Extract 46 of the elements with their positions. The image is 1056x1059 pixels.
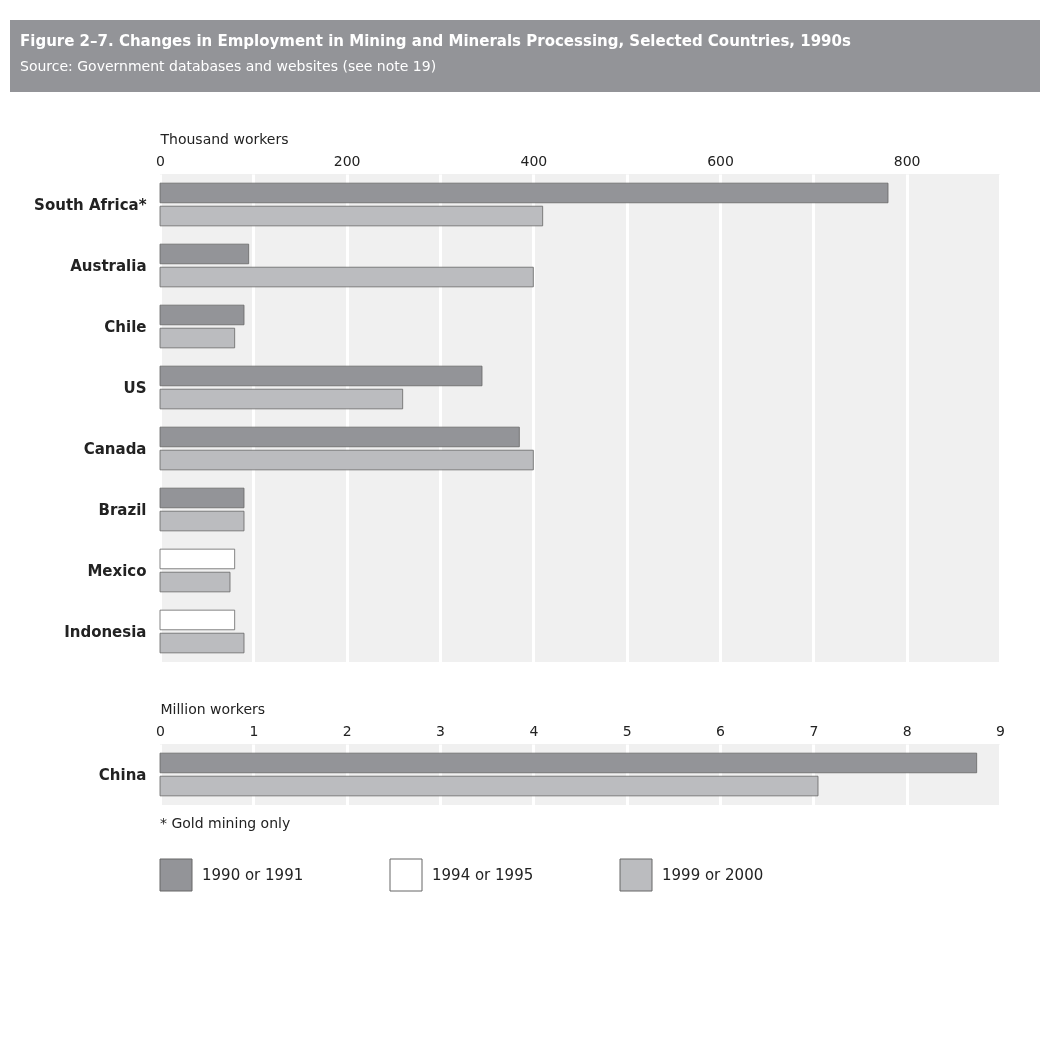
y-tick-label: China [98, 765, 147, 784]
y-tick-label: Brazil [98, 500, 147, 519]
bar [159, 205, 544, 227]
x-tick-label: 0 [156, 152, 165, 169]
bar [159, 571, 231, 593]
y-tick-label: Indonesia [64, 622, 147, 641]
y-tick-label: Mexico [87, 561, 147, 580]
x-axis-title: Thousand workers [159, 130, 289, 147]
bar [159, 510, 245, 532]
bar [159, 449, 534, 471]
x-tick-label: 6 [716, 722, 726, 739]
bar [159, 365, 483, 387]
x-tick-label: 200 [333, 152, 361, 169]
legend-label: 1990 or 1991 [202, 866, 304, 884]
x-axis-title: Million workers [160, 700, 266, 717]
x-tick-label: 400 [520, 152, 548, 169]
bar [159, 388, 404, 410]
y-tick-label: South Africa* [34, 195, 147, 214]
legend-label: 1994 or 1995 [432, 866, 534, 884]
y-tick-label: US [123, 378, 147, 397]
y-tick-label: Chile [104, 317, 147, 336]
chart-title: Figure 2–7. Changes in Employment in Mining and Minerals Processing, Selected Countries, 1990s [20, 32, 851, 50]
bar [159, 632, 245, 654]
text: * Gold mining only [160, 815, 291, 831]
x-tick-label: 0 [156, 722, 165, 739]
bar [159, 487, 245, 509]
y-tick-label: Australia [70, 256, 147, 275]
y-tick-label: Canada [83, 439, 147, 458]
x-tick-label: 9 [996, 722, 1005, 739]
x-tick-label: 3 [436, 722, 445, 739]
x-tick-label: 5 [622, 722, 632, 739]
bar [159, 304, 245, 326]
chart-subtitle: Source: Government databases and websites (see note 19) [20, 58, 437, 74]
bar [159, 327, 236, 349]
bar [159, 426, 520, 448]
x-tick-label: 8 [902, 722, 912, 739]
x-tick-label: 4 [529, 722, 539, 739]
legend-label: 1999 or 2000 [662, 866, 764, 884]
bar [159, 243, 250, 265]
x-tick-label: 600 [707, 152, 734, 169]
bar [159, 182, 889, 204]
bar [159, 266, 534, 288]
x-tick-label: 7 [809, 722, 819, 739]
x-tick-label: 2 [342, 722, 352, 739]
x-tick-label: 800 [893, 152, 921, 169]
x-tick-label: 1 [249, 722, 259, 739]
